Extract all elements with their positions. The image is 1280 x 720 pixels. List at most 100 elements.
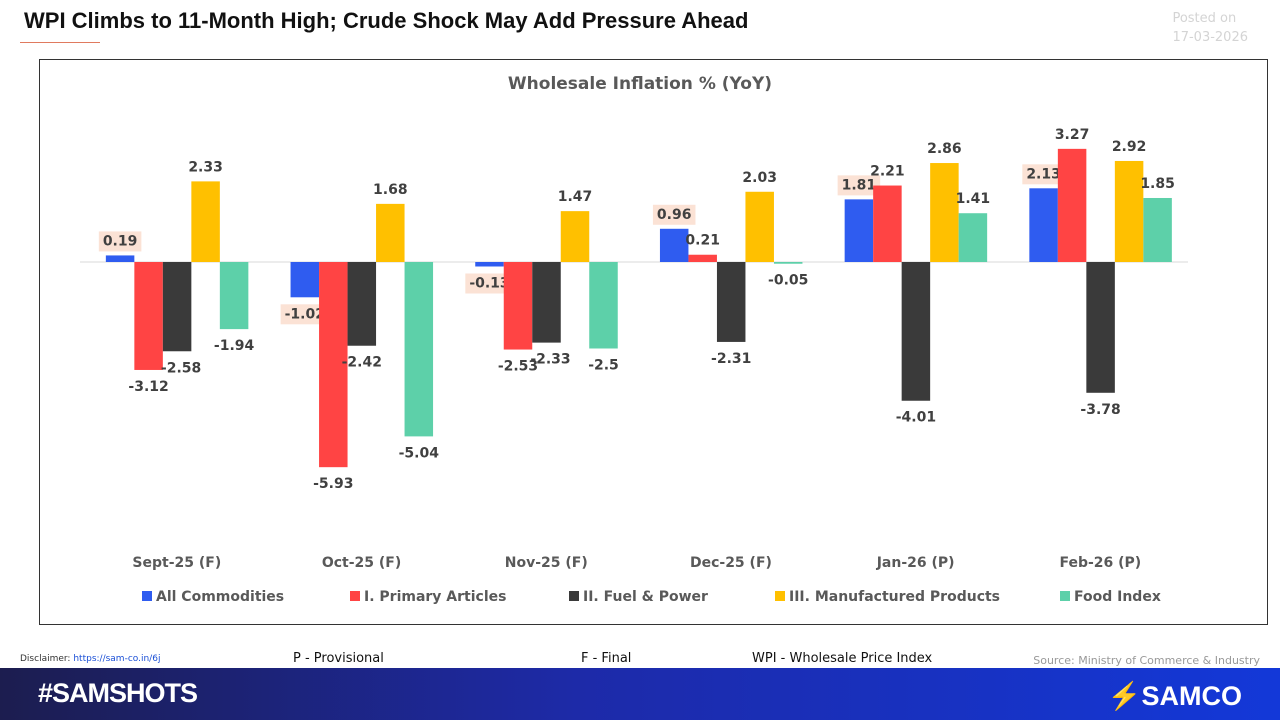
data-label: -2.53 — [498, 359, 538, 375]
data-label: 1.41 — [956, 191, 991, 207]
bar — [901, 262, 931, 401]
data-label: -4.01 — [896, 410, 936, 426]
data-label: 0.21 — [685, 233, 720, 249]
data-label: 1.68 — [373, 182, 408, 198]
bar — [319, 262, 348, 468]
bar — [1057, 148, 1087, 262]
bar — [659, 228, 689, 262]
chart-title: Wholesale Inflation % (YoY) — [508, 74, 772, 94]
data-label: -2.33 — [530, 352, 570, 368]
legend-label: I. Primary Articles — [364, 589, 506, 605]
label-highlight — [98, 231, 142, 252]
bar — [1114, 160, 1144, 262]
x-tick-label: Dec-25 (F) — [690, 555, 772, 571]
data-label: -1.94 — [214, 338, 255, 354]
label-highlight — [1022, 164, 1065, 185]
data-label: 1.47 — [558, 189, 593, 205]
bar — [290, 262, 320, 298]
bar — [930, 163, 959, 262]
data-label: -3.78 — [1080, 402, 1120, 418]
label-highlight — [652, 204, 696, 225]
disclaimer: Disclaimer: https://sam-co.in/6j — [20, 654, 160, 664]
x-tick-label: Jan-26 (P) — [876, 555, 955, 571]
disclaimer-label: Disclaimer: — [20, 654, 71, 664]
data-label: 2.13 — [1026, 166, 1061, 182]
source-note: Source: Ministry of Commerce & Industry — [1033, 654, 1260, 667]
data-label: 2.33 — [188, 159, 223, 175]
data-label: 2.86 — [927, 141, 962, 157]
data-label: -2.31 — [711, 351, 751, 367]
legend-swatch — [142, 591, 152, 601]
label-highlight — [280, 304, 329, 325]
posted-date: Posted on 17-03-2026 — [1172, 9, 1248, 47]
legend-label: All Commodities — [156, 589, 284, 605]
bar — [532, 262, 561, 343]
bar — [105, 255, 135, 262]
data-label: -0.05 — [768, 273, 808, 289]
posted-label: Posted on — [1172, 11, 1237, 26]
data-label: -2.58 — [161, 360, 201, 376]
x-tick-label: Feb-26 (P) — [1059, 555, 1141, 571]
disclaimer-link[interactable]: https://sam-co.in/6j — [73, 654, 161, 664]
data-label: 1.81 — [842, 177, 877, 193]
data-label: 1.85 — [1140, 176, 1175, 192]
data-label: -1.02 — [285, 306, 325, 322]
posted-date-value: 17-03-2026 — [1172, 30, 1248, 45]
bar — [1086, 262, 1115, 393]
bar — [162, 262, 192, 352]
data-label: -2.5 — [588, 358, 619, 374]
bar — [191, 181, 220, 262]
data-label: -0.13 — [469, 275, 509, 291]
data-label: -2.42 — [342, 355, 382, 371]
note-wpi: WPI - Wholesale Price Index — [752, 651, 933, 666]
data-label: -3.12 — [128, 379, 168, 395]
bar — [716, 262, 746, 342]
data-label: 2.21 — [870, 164, 905, 180]
legend-label: II. Fuel & Power — [583, 589, 708, 605]
bar — [503, 262, 533, 350]
page-title: WPI Climbs to 11-Month High; Crude Shock… — [24, 8, 749, 33]
bar — [347, 262, 377, 346]
data-label: 0.96 — [657, 207, 692, 223]
note-provisional: P - Provisional — [293, 651, 384, 666]
footer-band: #SAMSHOTS ⚡SAMCO — [0, 668, 1280, 720]
bar — [589, 262, 618, 349]
bar — [376, 203, 405, 262]
chart-frame — [39, 59, 1268, 625]
bar — [1143, 197, 1172, 262]
bar — [773, 262, 803, 264]
bar — [688, 254, 717, 262]
brand-name: SAMCO — [1141, 681, 1243, 711]
data-label: 0.19 — [103, 233, 138, 249]
data-label: 2.03 — [742, 170, 777, 186]
legend-swatch — [569, 591, 579, 601]
data-label: 2.92 — [1112, 139, 1147, 155]
data-label: -5.04 — [399, 445, 440, 461]
samco-logo: ⚡SAMCO — [1107, 681, 1243, 711]
bar — [560, 211, 590, 262]
bar — [958, 213, 988, 262]
data-label: 3.27 — [1055, 127, 1090, 143]
legend-label: Food Index — [1074, 589, 1161, 605]
legend-swatch — [1060, 591, 1070, 601]
legend-swatch — [350, 591, 360, 601]
x-tick-label: Oct-25 (F) — [322, 555, 401, 571]
x-tick-label: Sept-25 (F) — [132, 555, 221, 571]
bar — [219, 262, 249, 330]
label-highlight — [837, 175, 881, 196]
bar — [873, 185, 902, 262]
bar — [475, 262, 504, 267]
bar — [404, 262, 434, 437]
label-highlight — [465, 273, 514, 294]
legend-label: III. Manufactured Products — [789, 589, 1000, 605]
note-final: F - Final — [581, 651, 632, 666]
bar — [844, 199, 874, 262]
bar — [1029, 188, 1058, 262]
hashtag: #SAMSHOTS — [38, 678, 198, 708]
x-tick-label: Nov-25 (F) — [505, 555, 588, 571]
title-underline — [20, 42, 100, 43]
legend-swatch — [775, 591, 785, 601]
bar — [745, 191, 774, 262]
bar — [134, 262, 163, 370]
data-label: -5.93 — [313, 476, 353, 492]
